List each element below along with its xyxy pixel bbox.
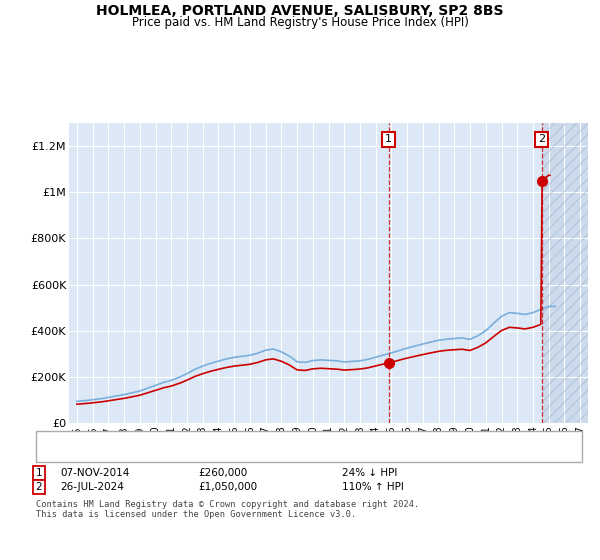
Text: 110% ↑ HPI: 110% ↑ HPI	[342, 482, 404, 492]
Text: HOLMLEA, PORTLAND AVENUE, SALISBURY, SP2 8BS: HOLMLEA, PORTLAND AVENUE, SALISBURY, SP2…	[96, 4, 504, 18]
Text: HPI: Average price, detached house, Wiltshire: HPI: Average price, detached house, Wilt…	[81, 449, 305, 459]
Text: 07-NOV-2014: 07-NOV-2014	[60, 468, 130, 478]
Text: 1: 1	[35, 468, 43, 478]
Text: Price paid vs. HM Land Registry's House Price Index (HPI): Price paid vs. HM Land Registry's House …	[131, 16, 469, 29]
Text: Contains HM Land Registry data © Crown copyright and database right 2024.
This d: Contains HM Land Registry data © Crown c…	[36, 500, 419, 519]
Text: ——: ——	[48, 432, 76, 446]
Text: 24% ↓ HPI: 24% ↓ HPI	[342, 468, 397, 478]
Text: 2: 2	[538, 134, 545, 144]
Text: HOLMLEA, PORTLAND AVENUE, SALISBURY, SP2 8BS (detached house): HOLMLEA, PORTLAND AVENUE, SALISBURY, SP2…	[81, 435, 425, 445]
Text: £260,000: £260,000	[198, 468, 247, 478]
Text: £1,050,000: £1,050,000	[198, 482, 257, 492]
Text: ——: ——	[48, 447, 76, 461]
Text: 1: 1	[385, 134, 392, 144]
Text: 26-JUL-2024: 26-JUL-2024	[60, 482, 124, 492]
Text: 2: 2	[35, 482, 43, 492]
Bar	[542, 123, 588, 423]
